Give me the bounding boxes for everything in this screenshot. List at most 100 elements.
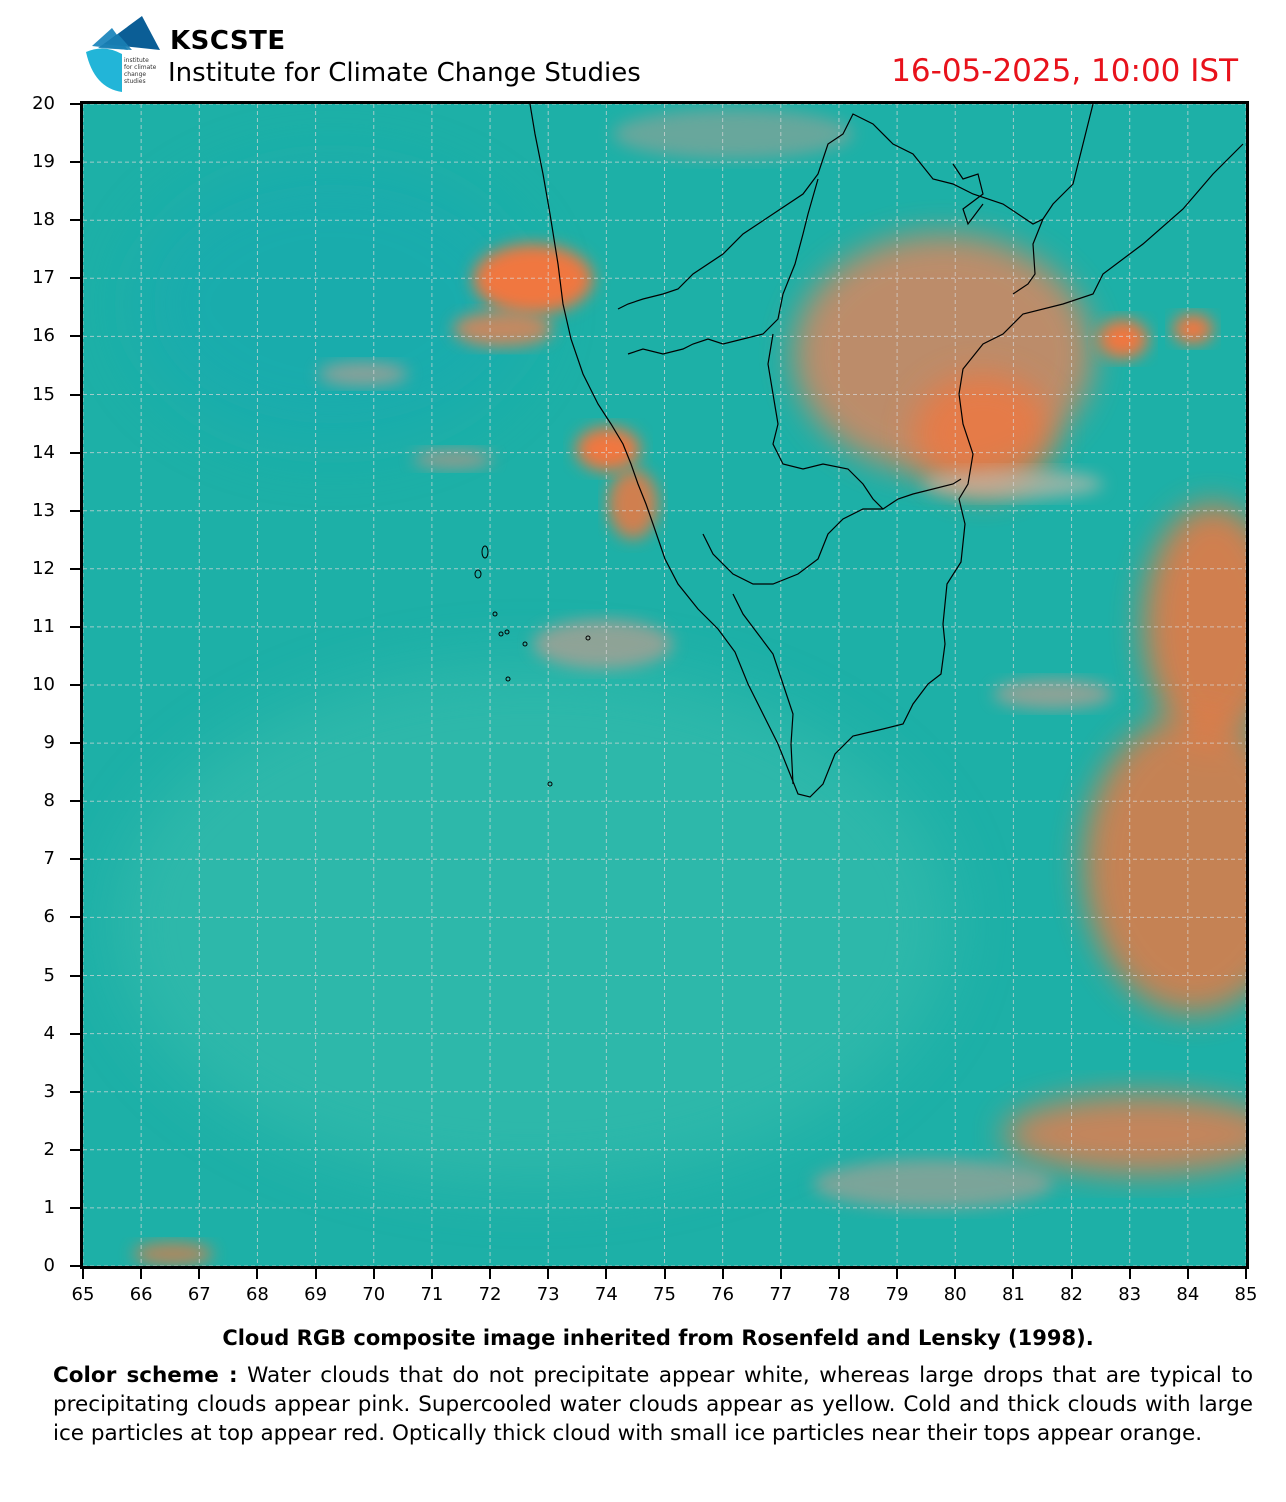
x-tick-mark [314, 1269, 317, 1279]
satellite-map [80, 101, 1249, 1269]
y-tick-label: 0 [43, 1255, 55, 1276]
caption-title: Cloud RGB composite image inherited from… [222, 1326, 1094, 1350]
y-tick-mark [70, 509, 80, 512]
x-tick-label: 74 [594, 1284, 618, 1305]
y-tick-label: 3 [43, 1080, 55, 1102]
state-border-4 [702, 508, 883, 585]
y-tick-mark [70, 742, 80, 745]
state-border-7 [952, 163, 984, 226]
image-datetime: 16-05-2025, 10:00 IST [891, 53, 1238, 89]
x-tick-label: 83 [1118, 1284, 1142, 1305]
x-tick-mark [663, 1269, 666, 1279]
y-tick-mark [70, 393, 80, 396]
y-tick-label: 6 [43, 906, 55, 928]
lakshadweep-islands [474, 545, 591, 787]
x-tick-mark [1070, 1269, 1073, 1279]
y-tick-mark [70, 974, 80, 977]
x-tick-mark [1186, 1269, 1189, 1279]
y-tick-label: 5 [43, 964, 55, 986]
y-tick-label: 4 [43, 1022, 55, 1044]
y-tick-mark [70, 451, 80, 454]
x-tick-mark [1245, 1269, 1247, 1279]
color-scheme-text: Water clouds that do not precipitate app… [53, 1363, 1253, 1446]
y-tick-mark [70, 800, 80, 803]
y-tick-mark [70, 103, 80, 105]
graticule [83, 104, 1246, 1266]
logo-text-4: studies [124, 78, 146, 85]
y-tick-label: 9 [43, 732, 55, 754]
x-tick-mark [605, 1269, 608, 1279]
x-tick-mark [1128, 1269, 1131, 1279]
y-tick-label: 11 [32, 615, 55, 637]
org-subtitle: Institute for Climate Change Studies [168, 58, 641, 88]
y-tick-label: 19 [32, 151, 55, 173]
x-tick-label: 76 [711, 1284, 735, 1305]
y-tick-label: 8 [43, 790, 55, 812]
x-tick-mark [489, 1269, 492, 1279]
logo-text-1: institute [124, 57, 149, 64]
x-tick-mark [372, 1269, 375, 1279]
x-tick-label: 65 [71, 1284, 95, 1305]
y-tick-label: 13 [32, 499, 55, 521]
y-tick-label: 15 [32, 383, 55, 405]
x-tick-label: 73 [536, 1284, 560, 1305]
x-tick-mark [430, 1269, 433, 1279]
y-tick-mark [70, 219, 80, 222]
y-tick-mark [70, 277, 80, 280]
x-tick-mark [82, 1269, 84, 1279]
y-tick-label: 12 [32, 557, 55, 579]
x-tick-mark [896, 1269, 899, 1279]
state-border-1 [617, 104, 1094, 310]
map-canvas [83, 104, 1246, 1266]
y-tick-mark [70, 625, 80, 628]
y-tick-label: 16 [32, 325, 55, 347]
x-tick-mark [256, 1269, 259, 1279]
logo-text-3: change [124, 71, 146, 78]
y-tick-mark [70, 684, 80, 686]
y-tick-mark [70, 916, 80, 919]
x-tick-label: 82 [1060, 1284, 1083, 1305]
x-tick-mark [198, 1269, 201, 1279]
y-tick-label: 1 [43, 1196, 55, 1218]
cloud-layer [133, 109, 1246, 1266]
state-border-5 [732, 593, 794, 785]
y-tick-label: 20 [32, 93, 55, 114]
x-tick-mark [1012, 1269, 1015, 1279]
color-scheme-label: Color scheme : [53, 1363, 238, 1388]
x-tick-label: 72 [478, 1284, 502, 1305]
state-border-3 [767, 333, 962, 510]
state-border-2 [627, 178, 819, 355]
coastline-borders [529, 104, 1244, 798]
x-tick-label: 84 [1176, 1284, 1200, 1305]
x-tick-label: 78 [827, 1284, 851, 1305]
y-tick-mark [70, 161, 80, 164]
y-tick-label: 10 [32, 674, 55, 695]
x-tick-label: 79 [885, 1284, 909, 1305]
x-tick-label: 85 [1234, 1284, 1258, 1305]
kscste-logo: institute for climate change studies [86, 16, 160, 92]
x-tick-mark [779, 1269, 782, 1279]
y-tick-mark [70, 567, 80, 570]
x-tick-mark [954, 1269, 957, 1279]
y-tick-mark [70, 1090, 80, 1093]
y-tick-mark [70, 1032, 80, 1035]
x-tick-mark [547, 1269, 550, 1279]
color-scheme-description: Color scheme : Water clouds that do not … [53, 1361, 1253, 1448]
y-tick-mark [70, 1265, 80, 1267]
y-tick-label: 18 [32, 209, 55, 231]
x-tick-mark [140, 1269, 143, 1279]
x-tick-mark [837, 1269, 840, 1279]
x-tick-mark [721, 1269, 724, 1279]
y-tick-mark [70, 1206, 80, 1209]
x-tick-label: 81 [1001, 1284, 1025, 1305]
west-coastline [529, 104, 1244, 798]
x-tick-label: 67 [187, 1284, 211, 1305]
state-border-6 [1012, 218, 1044, 295]
y-tick-label: 7 [43, 848, 55, 870]
x-tick-label: 80 [943, 1284, 967, 1305]
x-tick-label: 68 [245, 1284, 269, 1305]
x-tick-label: 77 [769, 1284, 793, 1305]
y-tick-mark [70, 858, 80, 861]
y-tick-label: 2 [43, 1138, 55, 1160]
y-tick-label: 17 [32, 267, 55, 289]
